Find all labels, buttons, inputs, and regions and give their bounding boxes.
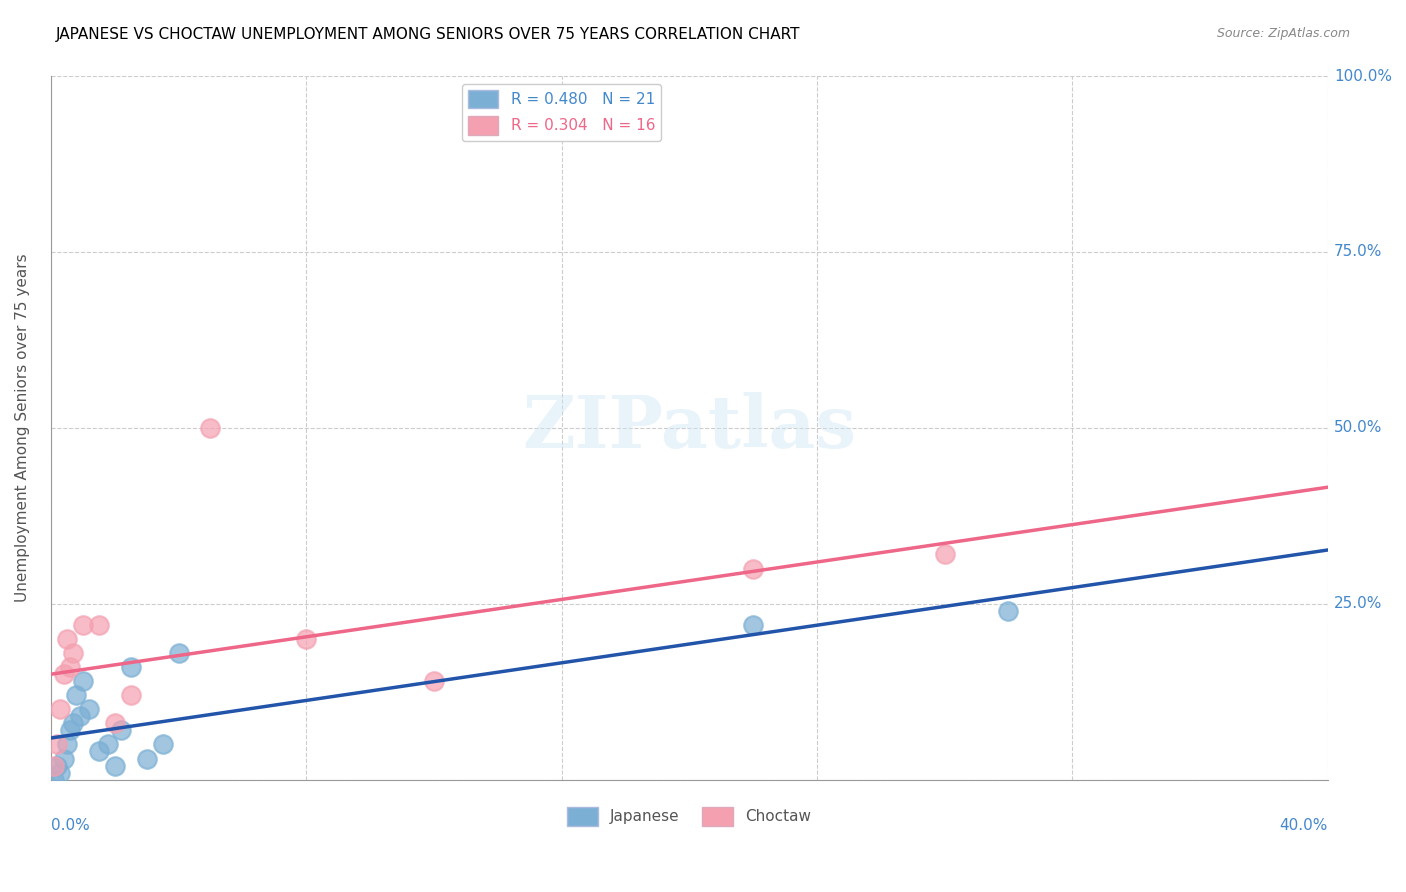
Point — [42, 772, 65, 787]
Point — [87, 744, 110, 758]
Point — [104, 758, 127, 772]
Point — [167, 646, 190, 660]
Point — [997, 604, 1019, 618]
Text: Source: ZipAtlas.com: Source: ZipAtlas.com — [1216, 27, 1350, 40]
Text: 0.0%: 0.0% — [51, 818, 90, 833]
Point — [135, 751, 157, 765]
Point — [110, 723, 132, 738]
Text: 75.0%: 75.0% — [1334, 244, 1382, 260]
Point — [65, 688, 87, 702]
Point — [97, 738, 120, 752]
Text: JAPANESE VS CHOCTAW UNEMPLOYMENT AMONG SENIORS OVER 75 YEARS CORRELATION CHART: JAPANESE VS CHOCTAW UNEMPLOYMENT AMONG S… — [56, 27, 801, 42]
Point — [742, 561, 765, 575]
Point — [69, 709, 91, 723]
Point — [934, 548, 956, 562]
Point — [46, 758, 69, 772]
Legend: Japanese, Choctaw: Japanese, Choctaw — [561, 801, 817, 832]
Point — [49, 765, 72, 780]
Point — [77, 702, 100, 716]
Point — [56, 738, 79, 752]
Point — [72, 674, 94, 689]
Text: 50.0%: 50.0% — [1334, 420, 1382, 435]
Text: 100.0%: 100.0% — [1334, 69, 1392, 84]
Y-axis label: Unemployment Among Seniors over 75 years: Unemployment Among Seniors over 75 years — [15, 253, 30, 602]
Point — [742, 617, 765, 632]
Point — [295, 632, 318, 646]
Point — [200, 421, 222, 435]
Text: ZIPatlas: ZIPatlas — [522, 392, 856, 463]
Text: 25.0%: 25.0% — [1334, 596, 1382, 611]
Point — [46, 738, 69, 752]
Point — [87, 617, 110, 632]
Point — [152, 738, 174, 752]
Point — [42, 758, 65, 772]
Point — [72, 617, 94, 632]
Point — [423, 674, 446, 689]
Point — [52, 751, 75, 765]
Point — [104, 716, 127, 731]
Point — [52, 667, 75, 681]
Point — [62, 646, 84, 660]
Point — [62, 716, 84, 731]
Point — [120, 688, 142, 702]
Point — [59, 660, 82, 674]
Text: 40.0%: 40.0% — [1279, 818, 1327, 833]
Point — [56, 632, 79, 646]
Point — [120, 660, 142, 674]
Point — [49, 702, 72, 716]
Point — [59, 723, 82, 738]
